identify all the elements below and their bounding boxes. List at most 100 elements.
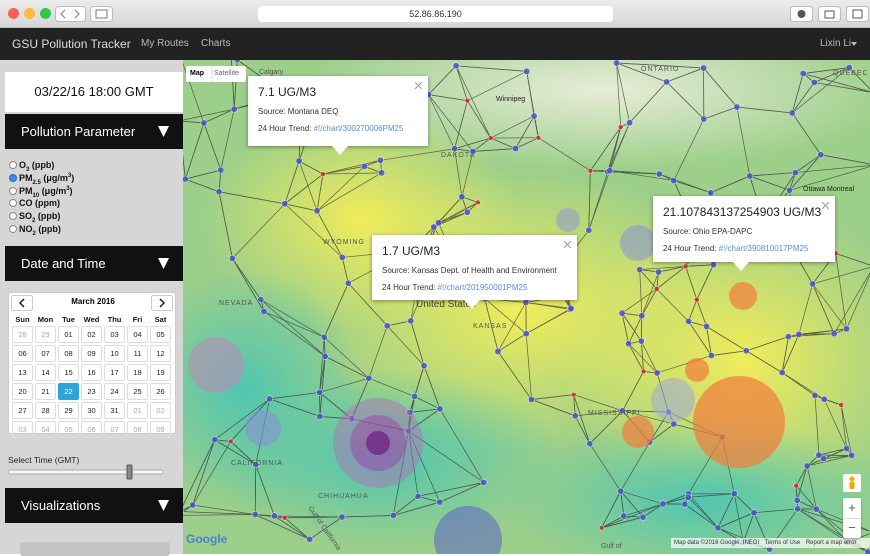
radio: [9, 199, 17, 207]
section-header[interactable]: Visualizations: [5, 488, 183, 523]
monitor-station: [849, 452, 855, 458]
day[interactable]: 26: [150, 383, 171, 400]
day[interactable]: 23: [81, 383, 102, 400]
day[interactable]: 14: [35, 364, 56, 381]
brand[interactable]: GSU Pollution Tracker: [12, 28, 131, 60]
day[interactable]: 30: [81, 402, 102, 419]
day[interactable]: 12: [150, 345, 171, 362]
day[interactable]: 02: [150, 402, 171, 419]
monitor-station: [654, 286, 659, 291]
monitor-station: [229, 255, 235, 261]
day[interactable]: 08: [58, 345, 79, 362]
day[interactable]: 05: [150, 326, 171, 343]
day[interactable]: 03: [104, 326, 125, 343]
close-button[interactable]: [415, 82, 422, 89]
day[interactable]: 18: [127, 364, 148, 381]
section-header[interactable]: Pollution Parameter: [5, 114, 183, 149]
day[interactable]: 24: [104, 383, 125, 400]
nav-link[interactable]: My Routes: [141, 28, 189, 60]
day[interactable]: 22: [58, 383, 79, 400]
monitor-station: [322, 353, 328, 359]
monitor-station: [794, 497, 800, 503]
popup-source: Source: Kansas Dept. of Health and Envir…: [382, 266, 567, 275]
report-link[interactable]: Report a map error: [806, 540, 857, 546]
day[interactable]: 01: [58, 326, 79, 343]
close-button[interactable]: [822, 202, 829, 209]
month-title[interactable]: March 2016: [35, 297, 151, 306]
toolbar-buttons[interactable]: [790, 6, 870, 22]
close-window[interactable]: [8, 8, 19, 19]
day[interactable]: 06: [12, 345, 33, 362]
next-month[interactable]: [151, 295, 173, 311]
day[interactable]: 25: [127, 383, 148, 400]
popup-trend-label: 24 Hour Trend:: [663, 244, 716, 253]
zoom-out[interactable]: −: [843, 518, 861, 538]
day[interactable]: 29: [58, 402, 79, 419]
monitor-station: [809, 281, 815, 287]
day[interactable]: 29: [35, 326, 56, 343]
map[interactable]: Map Satellite Calgary ONTARIO QUÉBEC Win…: [183, 60, 870, 554]
day[interactable]: 31: [104, 402, 125, 419]
day[interactable]: 05: [58, 421, 79, 438]
radio: [9, 187, 17, 195]
close-button[interactable]: [564, 241, 571, 248]
day[interactable]: 16: [81, 364, 102, 381]
day[interactable]: 03: [12, 421, 33, 438]
maximize-window[interactable]: [40, 8, 51, 19]
day[interactable]: 10: [104, 345, 125, 362]
parameter-option[interactable]: PM2.5 (μg/m3): [9, 173, 74, 186]
day[interactable]: 20: [12, 383, 33, 400]
parameter-option[interactable]: CO (ppm): [9, 198, 60, 208]
monitor-station: [792, 169, 798, 175]
day[interactable]: 07: [104, 421, 125, 438]
day[interactable]: 28: [12, 326, 33, 343]
section-header[interactable]: Date and Time: [5, 246, 183, 281]
day[interactable]: 09: [81, 345, 102, 362]
monitor-station: [378, 170, 384, 176]
monitor-station: [531, 113, 537, 119]
day[interactable]: 15: [58, 364, 79, 381]
day[interactable]: 13: [12, 364, 33, 381]
nav-buttons[interactable]: [55, 6, 115, 22]
parameter-option[interactable]: NO2 (ppb): [9, 224, 61, 237]
minimize-window[interactable]: [24, 8, 35, 19]
day[interactable]: 17: [104, 364, 125, 381]
day[interactable]: 04: [127, 326, 148, 343]
google-logo[interactable]: Google: [186, 532, 227, 546]
day[interactable]: 02: [81, 326, 102, 343]
time-slider[interactable]: [8, 464, 163, 480]
monitor-station: [571, 392, 576, 397]
parameter-text: SO: [19, 211, 32, 221]
nav-link[interactable]: Charts: [201, 28, 230, 60]
day[interactable]: 04: [35, 421, 56, 438]
parameter-option[interactable]: PM10 (μg/m3): [9, 186, 73, 199]
map-type-button[interactable]: Map: [190, 70, 204, 77]
street-view[interactable]: [843, 474, 861, 492]
day[interactable]: 11: [127, 345, 148, 362]
day[interactable]: 06: [81, 421, 102, 438]
day[interactable]: 21: [35, 383, 56, 400]
terms-link[interactable]: Terms of Use: [765, 540, 800, 546]
day[interactable]: 19: [150, 364, 171, 381]
monitor-station: [588, 168, 593, 173]
popup-trend-link[interactable]: #!/chart/390810017PM25: [719, 244, 809, 253]
day[interactable]: 07: [35, 345, 56, 362]
monitor-station: [411, 393, 417, 399]
parameter-option[interactable]: O3 (ppb): [9, 160, 54, 173]
day[interactable]: 08: [127, 421, 148, 438]
parameter-option[interactable]: SO2 (ppb): [9, 211, 60, 224]
day[interactable]: 28: [35, 402, 56, 419]
day[interactable]: 01: [127, 402, 148, 419]
zoom-in[interactable]: +: [843, 498, 861, 518]
monitor-station: [800, 70, 806, 76]
prev-month[interactable]: [11, 295, 33, 311]
map-label: Montreal: [827, 186, 854, 193]
monitor-station: [266, 396, 272, 402]
day[interactable]: 09: [150, 421, 171, 438]
popup-trend-link[interactable]: #!/chart/201950001PM25: [438, 283, 528, 292]
popup-trend-link[interactable]: #!/chart/300270006PM25: [314, 124, 404, 133]
user-menu[interactable]: Lixin Li: [820, 28, 851, 60]
day[interactable]: 27: [12, 402, 33, 419]
map-type-button[interactable]: Satellite: [214, 70, 239, 77]
url-bar[interactable]: 52.86.86.190: [258, 6, 613, 22]
